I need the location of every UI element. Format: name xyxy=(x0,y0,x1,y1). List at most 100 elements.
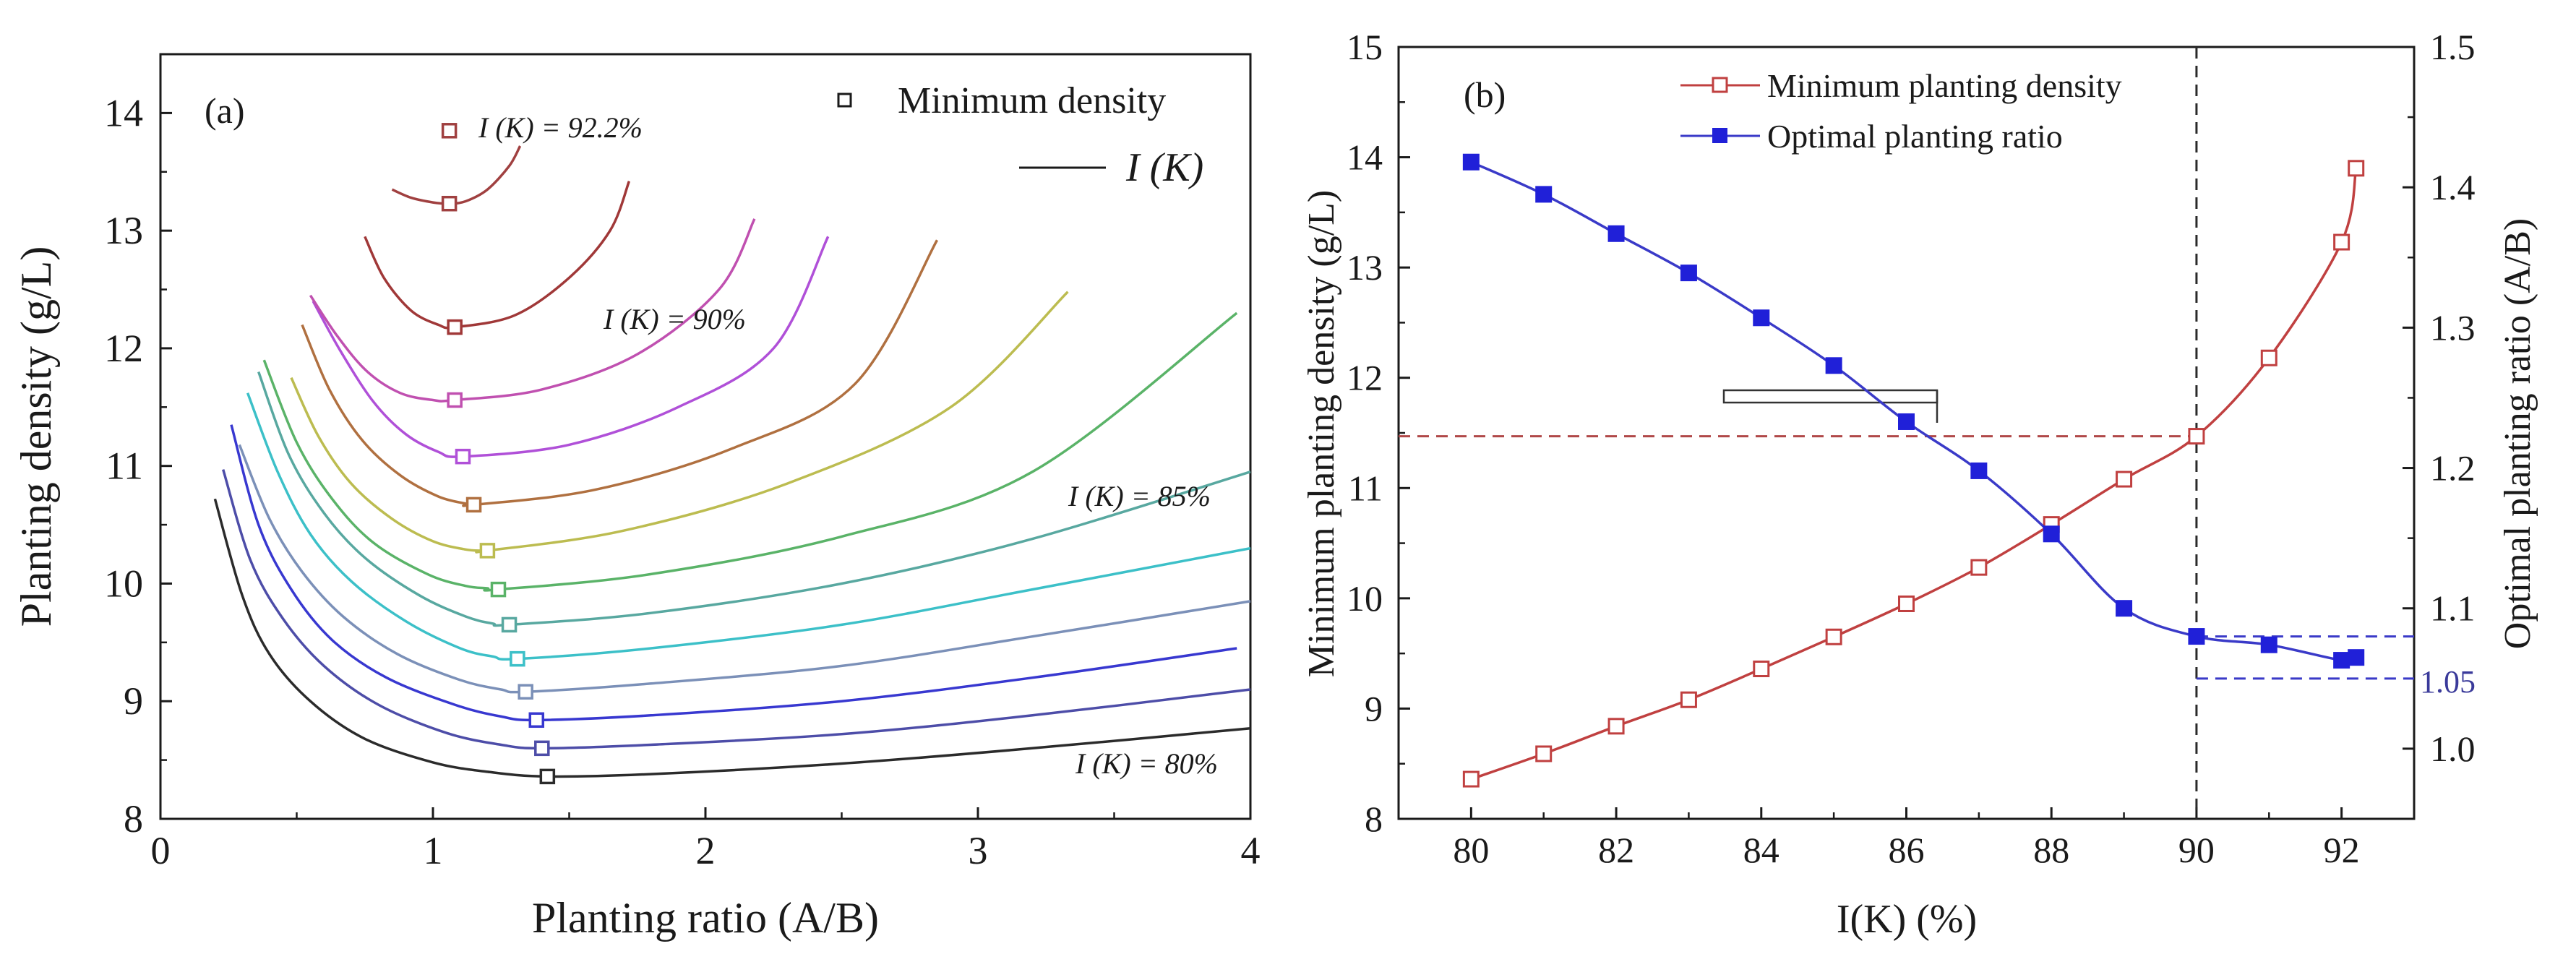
panel-b-xlabel: I(K) (%) xyxy=(1837,897,1977,942)
annotation-ik-92: I (K) = 92.2% xyxy=(478,111,643,144)
b-xtick-label: 84 xyxy=(1743,830,1779,870)
panel-b-ylabel: Minimum planting density (g/L) xyxy=(1301,190,1342,678)
b-ytick-label: 11 xyxy=(1348,468,1383,508)
b-density-point xyxy=(2188,428,2205,445)
b-y2tick-label: 1.5 xyxy=(2430,27,2476,67)
panel-b-reference-lines xyxy=(1399,47,2414,819)
legend-a-marker-icon xyxy=(837,93,852,108)
b-density-point xyxy=(1680,691,1697,708)
a-ytick-label: 13 xyxy=(104,209,143,252)
b-ytick-label: 9 xyxy=(1365,688,1383,729)
panel-a-markers xyxy=(441,123,556,785)
annotation-ik-80: I (K) = 80% xyxy=(1075,747,1218,780)
b-density-point xyxy=(2116,470,2133,488)
legend-a-marker-label: Minimum density xyxy=(898,80,1166,121)
b-ytick-label: 10 xyxy=(1347,578,1383,619)
annotation-ik-85: I (K) = 85% xyxy=(1068,480,1211,512)
b-xtick-label: 86 xyxy=(1889,830,1925,870)
a-min-marker xyxy=(518,684,533,700)
a-min-marker xyxy=(447,392,463,408)
b-y2tick-label: 1.3 xyxy=(2430,307,2476,348)
b-y2tick-label: 1.2 xyxy=(2430,448,2476,489)
a-min-marker xyxy=(510,650,525,667)
b-y2tick-label: 1.4 xyxy=(2430,167,2476,207)
b-ratio-point xyxy=(2116,600,2133,617)
b-ytick-label: 15 xyxy=(1347,27,1383,67)
b-density-point xyxy=(1462,770,1480,788)
a-xtick-label: 0 xyxy=(151,829,171,872)
b-density-point xyxy=(1898,595,1915,612)
callout-box xyxy=(1722,389,1939,404)
a-curve xyxy=(301,239,939,507)
b-series-line xyxy=(1470,168,2358,781)
b-ratio-point xyxy=(2333,652,2350,669)
a-curve xyxy=(391,145,522,205)
panel-a-label: (a) xyxy=(205,90,245,131)
a-curve xyxy=(312,236,830,458)
panel-a-xlabel: Planting ratio (A/B) xyxy=(532,894,879,942)
b-y2tick-label: 1.0 xyxy=(2430,729,2476,769)
annotation-ik-90: I (K) = 90% xyxy=(603,303,746,335)
a-ytick-label: 11 xyxy=(106,444,143,488)
b-ratio-point xyxy=(1535,186,1553,203)
a-xtick-label: 4 xyxy=(1241,829,1261,872)
a-xtick-label: 2 xyxy=(696,829,716,872)
b-ratio-point xyxy=(2348,649,2365,666)
a-min-marker xyxy=(441,195,458,212)
b-density-point xyxy=(1607,718,1625,735)
y2-extra-label-105: 1.05 xyxy=(2420,664,2476,700)
a-ytick-label: 10 xyxy=(104,562,143,605)
b-ytick-label: 13 xyxy=(1347,247,1383,288)
b-ratio-point xyxy=(2260,636,2277,653)
a-curve xyxy=(246,392,1251,661)
b-ratio-point xyxy=(2043,525,2060,543)
b-density-point xyxy=(1825,628,1842,645)
b-xtick-label: 92 xyxy=(2324,830,2360,870)
a-ytick-label: 14 xyxy=(104,91,143,134)
a-ytick-label: 9 xyxy=(124,679,143,723)
b-ytick-label: 12 xyxy=(1347,358,1383,398)
b-density-point xyxy=(2348,160,2365,177)
b-density-point xyxy=(2333,233,2350,251)
a-curve xyxy=(290,291,1069,554)
a-min-marker xyxy=(479,543,496,559)
panel-b: 80 82 84 86 88 90 92 8 9 10 11 12 13 14 15 1.0 1.1 1.2 1.3… xyxy=(1301,27,2538,942)
a-min-marker xyxy=(501,616,518,633)
panel-b-frame xyxy=(1397,46,2416,820)
panel-a-ylabel: Planting density (g/L) xyxy=(12,246,60,627)
a-label-marker-92 xyxy=(441,123,458,139)
b-density-point xyxy=(1535,745,1553,762)
a-min-marker xyxy=(490,581,507,598)
a-curve xyxy=(262,311,1238,592)
b-density-point xyxy=(1970,559,1988,576)
a-curve xyxy=(364,181,631,330)
a-ytick-label: 8 xyxy=(124,797,143,841)
panel-b-series xyxy=(1462,153,2365,788)
b-xtick-label: 82 xyxy=(1598,830,1634,870)
panel-b-ticks: 80 82 84 86 88 90 92 8 9 10 11 12 13 14 15 1.0 1.1 1.2 1.3… xyxy=(1347,27,2476,870)
b-ratio-point xyxy=(1825,357,1842,374)
a-min-marker xyxy=(539,768,556,785)
panel-b-y2label: Optimal planting ratio (A/B) xyxy=(2497,218,2538,649)
a-curve xyxy=(213,498,1251,778)
b-xtick-label: 80 xyxy=(1453,830,1489,870)
b-ratio-point xyxy=(1898,413,1915,430)
b-ratio-point xyxy=(1753,309,1770,327)
a-min-marker xyxy=(534,740,550,757)
b-ratio-point xyxy=(1607,225,1625,242)
legend-b-ratio-label: Optimal planting ratio xyxy=(1767,118,2063,155)
panel-b-label: (b) xyxy=(1464,74,1506,115)
a-xtick-label: 1 xyxy=(424,829,443,872)
b-ratio-point xyxy=(2188,628,2205,645)
a-xtick-label: 3 xyxy=(969,829,988,872)
b-density-point xyxy=(2260,349,2277,366)
a-ytick-label: 12 xyxy=(104,327,143,370)
panel-a-curves xyxy=(213,145,1251,778)
a-min-marker xyxy=(455,448,471,465)
b-density-point xyxy=(1753,661,1770,678)
a-curve xyxy=(222,469,1251,750)
legend-b-density-marker xyxy=(1712,77,1728,93)
